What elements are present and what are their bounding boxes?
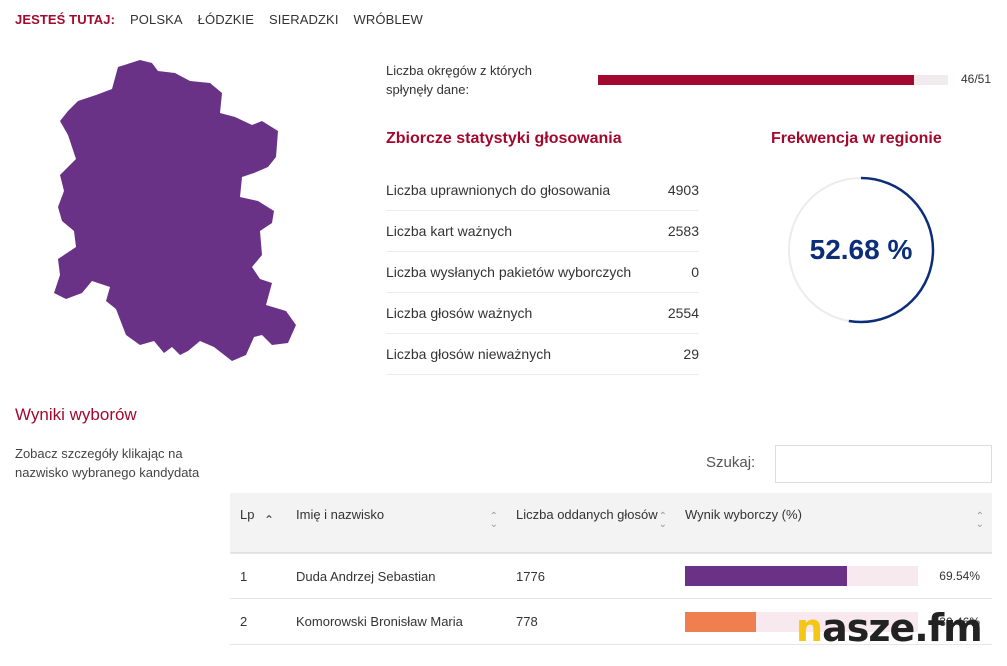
table-row[interactable]: 1 Duda Andrzej Sebastian 1776 69.54% <box>230 553 992 599</box>
stat-label: Liczba wysłanych pakietów wyborczych <box>386 264 632 280</box>
candidate-name[interactable]: Komorowski Bronisław Maria <box>296 614 463 629</box>
results-title: Wyniki wyborów <box>15 405 137 424</box>
stat-row-valid-ballots: Liczba kart ważnych 2583 <box>386 211 699 252</box>
row-lp: 2 <box>240 614 248 629</box>
stat-value: 4903 <box>667 182 699 198</box>
turnout-title: Frekwencja w regionie <box>771 130 942 147</box>
sort-asc-icon: ⌃ <box>264 513 275 527</box>
result-bar-track <box>685 566 918 586</box>
column-header-label: Imię i nazwisko <box>296 507 385 522</box>
stats-title: Zbiorcze statystyki głosowania <box>386 130 622 147</box>
breadcrumb-item-lodzkie[interactable]: ŁÓDZKIE <box>197 12 254 27</box>
districts-progress-fill <box>598 75 914 85</box>
region-map[interactable] <box>40 55 310 365</box>
districts-progress-bar <box>598 75 948 85</box>
result-bar-track <box>685 611 918 632</box>
search-input[interactable] <box>775 445 992 483</box>
candidate-result: 30.46% <box>675 611 992 632</box>
stat-label: Liczba kart ważnych <box>386 223 513 239</box>
column-header-name[interactable]: Imię i nazwisko ⌃ ⌄ <box>286 493 506 552</box>
stat-row-mail-packages: Liczba wysłanych pakietów wyborczych 0 <box>386 252 699 293</box>
stats-list: Liczba uprawnionych do głosowania 4903 L… <box>386 170 699 375</box>
result-bar-fill <box>685 611 756 632</box>
stat-label: Liczba głosów ważnych <box>386 305 533 321</box>
result-percentage: 69.54% <box>939 569 980 583</box>
turnout-gauge <box>787 176 935 324</box>
breadcrumb-here-label: JESTEŚ TUTAJ: <box>15 12 116 27</box>
turnout-value: 52.68 % <box>809 234 913 265</box>
districts-progress-label: Liczba okręgów z których spłynęły dane: <box>386 63 532 97</box>
stat-value: 0 <box>691 264 699 280</box>
column-header-lp[interactable]: Lp ⌃ <box>230 493 286 552</box>
stat-row-invalid-votes: Liczba głosów nieważnych 29 <box>386 334 699 375</box>
breadcrumb-item-sieradzki[interactable]: SIERADZKI <box>269 12 339 27</box>
results-table: Lp ⌃ Imię i nazwisko ⌃ ⌄ Liczba oddanych … <box>230 493 992 645</box>
table-row[interactable]: 2 Komorowski Bronisław Maria 778 30.46% <box>230 599 992 645</box>
breadcrumb-item-wroblew[interactable]: WRÓBLEW <box>353 12 423 27</box>
districts-progress-count: 46/51 <box>961 72 992 86</box>
stat-label: Liczba głosów nieważnych <box>386 346 551 362</box>
stat-value: 29 <box>683 346 699 362</box>
breadcrumb: JESTEŚ TUTAJ: POLSKA ŁÓDZKIE SIERADZKI W… <box>15 12 423 27</box>
candidate-votes: 778 <box>516 614 538 629</box>
stat-value: 2583 <box>667 223 699 239</box>
turnout-gauge-arc <box>787 176 935 324</box>
stat-row-eligible-voters: Liczba uprawnionych do głosowania 4903 <box>386 170 699 211</box>
sort-icon: ⌃ ⌄ <box>489 511 498 530</box>
breadcrumb-item-polska[interactable]: POLSKA <box>130 12 183 27</box>
candidate-result: 69.54% <box>675 566 992 586</box>
result-percentage: 30.46% <box>939 614 980 629</box>
column-header-label: Wynik wyborczy (%) <box>685 507 802 522</box>
column-header-result[interactable]: Wynik wyborczy (%) ⌃ ⌄ <box>675 493 992 552</box>
table-header: Lp ⌃ Imię i nazwisko ⌃ ⌄ Liczba oddanych … <box>230 493 992 553</box>
stat-value: 2554 <box>667 305 699 321</box>
sort-icon: ⌃ ⌄ <box>658 511 667 530</box>
stat-row-valid-votes: Liczba głosów ważnych 2554 <box>386 293 699 334</box>
result-bar-fill <box>685 566 848 586</box>
region-shape[interactable] <box>54 60 296 361</box>
candidate-name[interactable]: Duda Andrzej Sebastian <box>296 568 436 584</box>
row-lp: 1 <box>240 568 248 584</box>
search-label: Szukaj: <box>706 454 756 471</box>
column-header-votes[interactable]: Liczba oddanych głosów ⌃ ⌄ <box>506 493 675 552</box>
nasze-fm-logo: nasze.fm <box>796 606 983 650</box>
candidate-votes: 1776 <box>516 568 545 584</box>
results-hint: Zobacz szczegóły klikając na nazwisko wy… <box>15 446 200 480</box>
sort-icon: ⌃ ⌄ <box>975 511 984 530</box>
column-header-label: Lp <box>240 507 255 522</box>
column-header-label: Liczba oddanych głosów <box>516 507 658 522</box>
stat-label: Liczba uprawnionych do głosowania <box>386 182 611 198</box>
